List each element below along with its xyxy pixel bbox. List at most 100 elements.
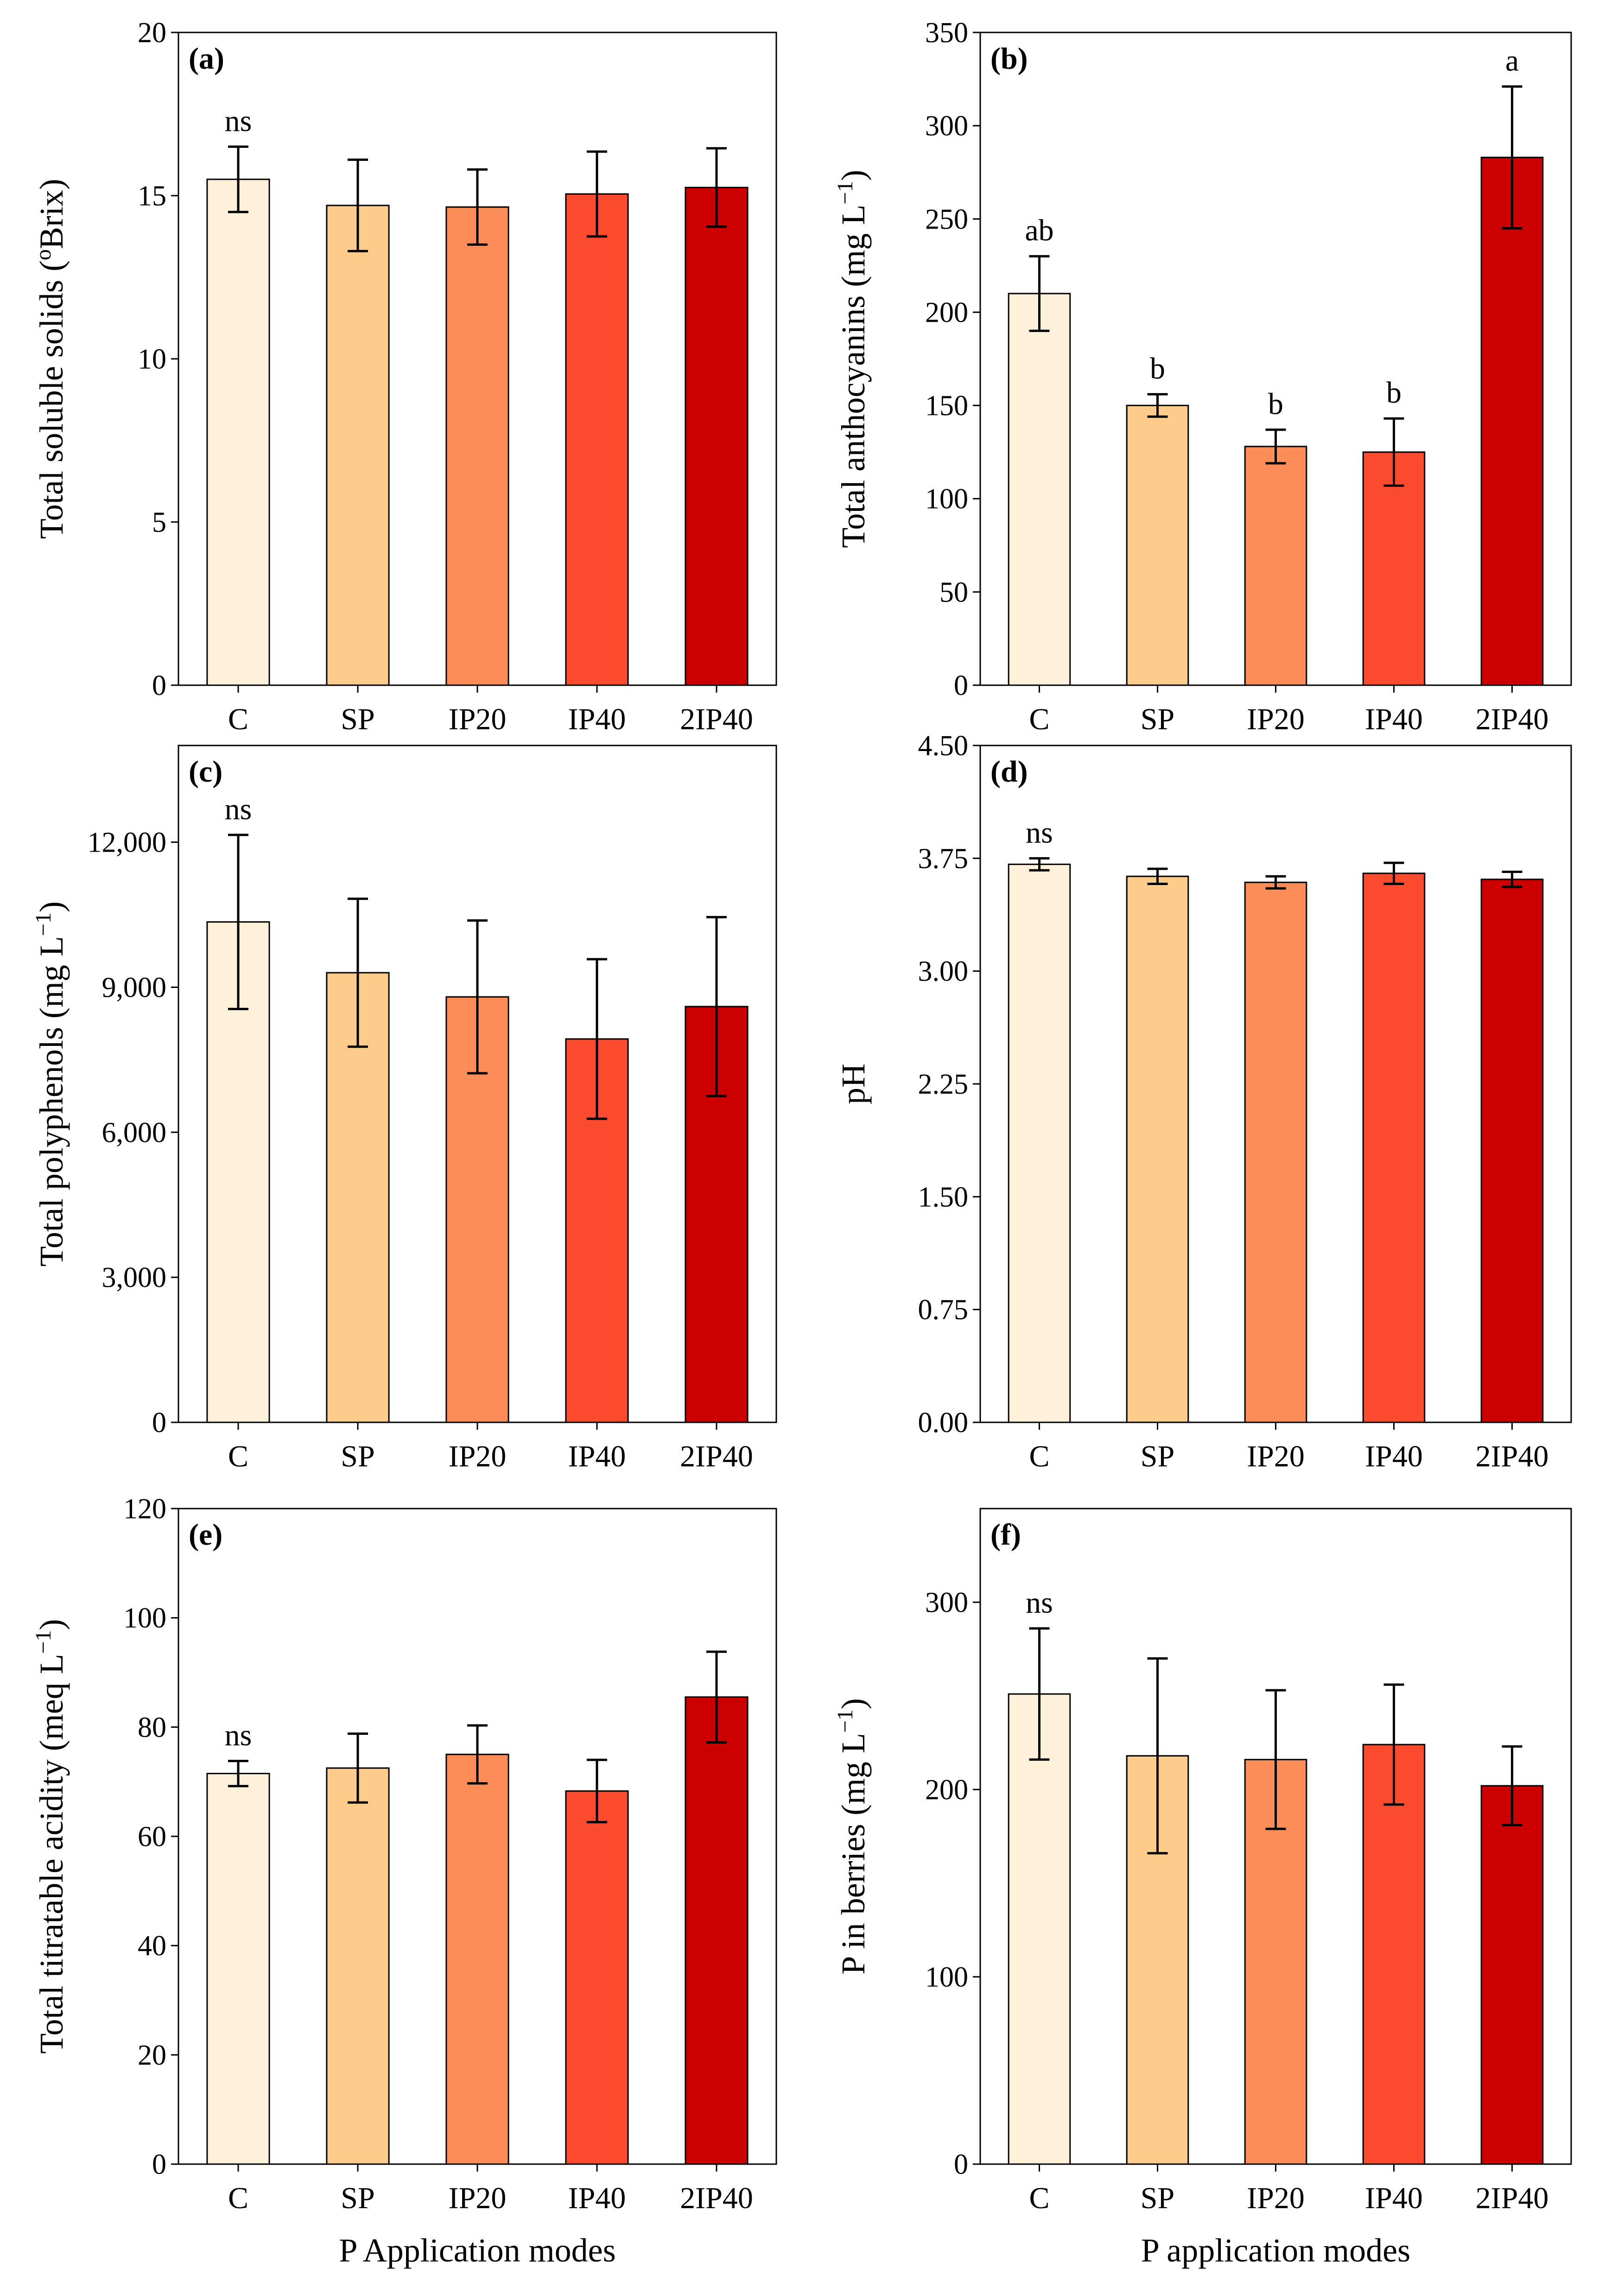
bar-IP40: [565, 193, 629, 686]
y-axis-label: Total titratable acidity (meq L−1): [31, 1619, 70, 2054]
x-tick-label: C: [228, 1440, 248, 1473]
y-axis-label-superscript: o: [31, 249, 56, 261]
x-tick-label: SP: [1141, 702, 1174, 736]
bar-C: [206, 1772, 270, 2165]
significance-label: a: [1505, 44, 1519, 78]
significance-label: b: [1150, 351, 1165, 385]
y-tick-label: 200: [925, 297, 968, 328]
bar-SP: [1126, 875, 1189, 1423]
y-axis-label-superscript: −1: [31, 912, 56, 936]
y-tick-label: 50: [939, 577, 968, 608]
bar-2IP40: [1480, 1785, 1544, 2165]
panel-e: 0 20 40 60 80 100 120 Cns SP IP20 IP40 2IP40 (e) Tota…: [31, 1493, 777, 2269]
x-tick-label: C: [228, 2181, 248, 2215]
y-tick-label: 250: [925, 204, 968, 235]
bar-IP20: [1244, 881, 1307, 1423]
bar-IP40: [1362, 873, 1426, 1423]
y-axis-label-main: P in berries (mg L: [835, 1733, 872, 1975]
x-tick-label: IP20: [449, 702, 507, 736]
y-tick-label: 20: [138, 17, 166, 49]
y-tick-label: 10: [138, 344, 166, 375]
y-axis-label-main: Total polyphenols (mg L: [33, 936, 70, 1267]
x-tick-label: IP20: [449, 1440, 507, 1473]
x-tick-label: 2IP40: [680, 2181, 753, 2215]
bar-SP: [326, 1767, 390, 2165]
bar-IP40: [565, 1790, 629, 2165]
x-tick-label: IP20: [1247, 702, 1305, 736]
y-tick-label: 1.50: [918, 1181, 969, 1213]
y-tick-label: 60: [138, 1821, 166, 1853]
x-tick-label: IP40: [568, 702, 626, 736]
x-tick-label: 2IP40: [680, 702, 753, 736]
panel-b: 0 50 100 150 200 250 300 350 Cab SP b IP20 b IP40 b 2IP…: [833, 17, 1572, 736]
bar-C: [1008, 1693, 1071, 2165]
x-tick-label: C: [1029, 1440, 1049, 1473]
x-tick-label: SP: [341, 2181, 374, 2215]
y-axis-label-main: Total anthocyanins (mg L: [835, 204, 872, 548]
x-tick-label: SP: [1141, 2181, 1174, 2215]
y-tick-label: 0: [954, 670, 968, 701]
y-tick-label: 0: [152, 2149, 166, 2180]
x-tick-label: 2IP40: [1476, 702, 1549, 736]
panel-label: (d): [990, 755, 1028, 789]
y-tick-label: 100: [925, 1962, 968, 1993]
panel-c: 0 3,000 6,000 9,000 12,000 Cns SP IP20 IP40 2IP40…: [31, 745, 777, 1473]
x-tick-label: SP: [1141, 1440, 1174, 1473]
bar-C: [206, 178, 270, 686]
y-tick-label: 120: [123, 1493, 166, 1525]
y-axis-label-main: Total titratable acidity (meq L: [33, 1654, 70, 2054]
bar-2IP40: [1480, 879, 1544, 1423]
y-axis-label: Total polyphenols (mg L−1): [31, 901, 70, 1267]
x-tick-label: C: [1029, 702, 1049, 736]
bar-IP20: [1244, 446, 1307, 686]
panel-label: (a): [189, 42, 224, 76]
bar-IP20: [445, 1753, 509, 2165]
significance-label: ns: [225, 792, 252, 826]
y-axis-label-tail: ): [33, 901, 70, 912]
y-axis-label-tail: Brix): [33, 179, 70, 249]
y-tick-label: 0: [152, 1407, 166, 1439]
y-tick-label: 9,000: [102, 972, 167, 1003]
y-tick-label: 3.00: [918, 956, 969, 987]
x-tick-label: SP: [341, 1440, 374, 1473]
bar-SP: [1126, 405, 1189, 686]
x-tick-label: IP20: [449, 2181, 507, 2215]
panel-label: (c): [189, 755, 222, 789]
significance-label: b: [1386, 376, 1402, 410]
y-tick-label: 100: [123, 1603, 166, 1634]
bar-IP40: [1362, 451, 1426, 686]
y-axis-label-tail: ): [835, 1698, 872, 1709]
y-tick-label: 80: [138, 1712, 166, 1743]
y-axis-label: Total soluble solids (oBrix): [31, 179, 70, 539]
y-tick-label: 300: [925, 1587, 968, 1618]
y-axis-label: P in berries (mg L−1): [833, 1698, 872, 1975]
y-tick-label: 300: [925, 110, 968, 142]
y-axis-label-tail: ): [835, 170, 872, 181]
panel-label: (f): [990, 1518, 1021, 1552]
x-tick-label: IP40: [1365, 2181, 1423, 2215]
x-tick-label: IP40: [568, 1440, 626, 1473]
x-tick-label: IP40: [1365, 702, 1423, 736]
bar-2IP40: [685, 1696, 749, 2165]
y-tick-label: 200: [925, 1774, 968, 1806]
significance-label: ns: [225, 1718, 252, 1752]
panel-a: 0 5 10 15 20 Cns SP IP20 IP40 2IP40 (a) Total solub…: [31, 17, 777, 736]
significance-label: ns: [1026, 1586, 1053, 1620]
y-axis-label-main: Total soluble solids (: [33, 261, 70, 539]
y-tick-label: 12,000: [88, 827, 167, 859]
x-tick-label: IP20: [1247, 2181, 1305, 2215]
bar-2IP40: [685, 186, 749, 686]
bar-SP: [326, 204, 390, 686]
x-tick-label: IP20: [1247, 1440, 1305, 1473]
y-tick-label: 15: [138, 180, 166, 212]
y-tick-label: 2.25: [918, 1069, 969, 1100]
x-axis-label: P application modes: [1141, 2232, 1410, 2269]
bar-2IP40: [1480, 157, 1544, 686]
y-tick-label: 3,000: [102, 1262, 167, 1293]
y-tick-label: 3.75: [918, 843, 969, 874]
x-axis-label: P Application modes: [339, 2232, 615, 2269]
y-tick-label: 0: [954, 2149, 968, 2180]
x-tick-label: C: [228, 702, 248, 736]
bar-IP20: [445, 206, 509, 686]
